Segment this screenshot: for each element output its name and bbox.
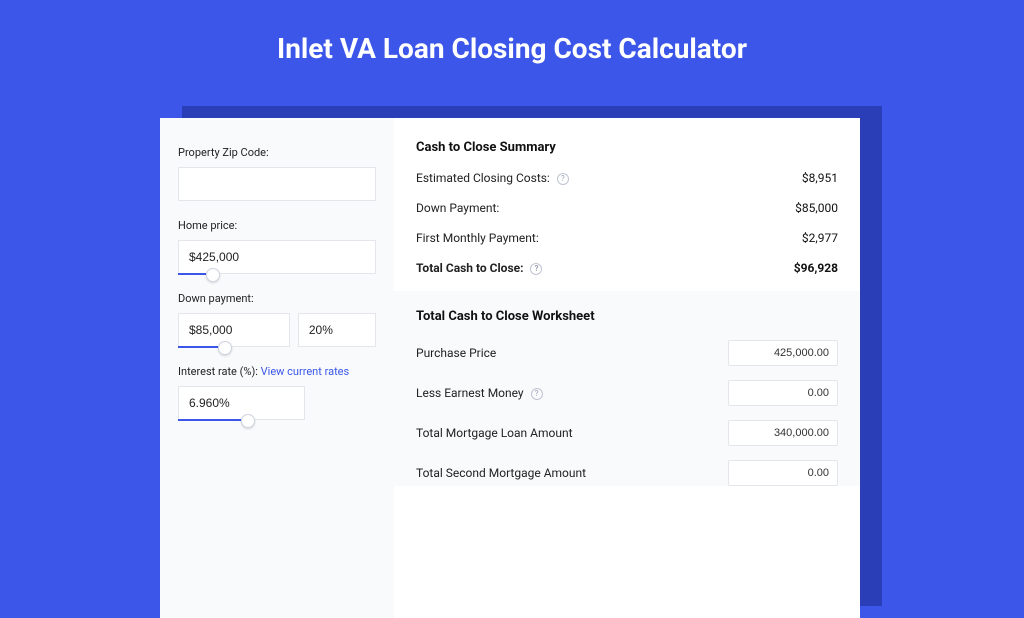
summary-row-total: Total Cash to Close: ? $96,928: [416, 261, 838, 275]
interest-slider[interactable]: [178, 386, 376, 420]
zip-input[interactable]: [178, 167, 376, 201]
worksheet-label: Total Mortgage Loan Amount: [416, 426, 573, 440]
summary-value: $2,977: [802, 231, 838, 245]
help-icon[interactable]: ?: [530, 263, 542, 275]
worksheet-label: Total Second Mortgage Amount: [416, 466, 586, 480]
slider-thumb-icon[interactable]: [241, 414, 255, 428]
page-title: Inlet VA Loan Closing Cost Calculator: [0, 0, 1024, 87]
worksheet-input[interactable]: [728, 420, 838, 446]
home-price-field-group: Home price:: [178, 219, 376, 274]
down-payment-pct-input[interactable]: [298, 313, 376, 347]
calculator-card: Property Zip Code: Home price: Down paym…: [160, 118, 860, 618]
interest-field-group: Interest rate (%): View current rates: [178, 365, 376, 420]
worksheet-label: Purchase Price: [416, 346, 496, 360]
help-icon[interactable]: ?: [531, 388, 543, 400]
worksheet-input[interactable]: [728, 380, 838, 406]
summary-total-label: Total Cash to Close:: [416, 261, 523, 275]
down-payment-label: Down payment:: [178, 292, 376, 305]
slider-thumb-icon[interactable]: [206, 268, 220, 282]
summary-label: First Monthly Payment:: [416, 231, 539, 245]
worksheet-row-purchase-price: Purchase Price: [416, 340, 838, 366]
worksheet-row-earnest-money: Less Earnest Money ?: [416, 380, 838, 406]
summary-total-value: $96,928: [794, 261, 838, 275]
worksheet-section: Total Cash to Close Worksheet Purchase P…: [394, 291, 860, 486]
worksheet-label: Less Earnest Money: [416, 386, 524, 400]
summary-value: $8,951: [802, 171, 838, 185]
summary-value: $85,000: [795, 201, 838, 215]
summary-row-closing-costs: Estimated Closing Costs: ? $8,951: [416, 171, 838, 185]
down-payment-amount-input[interactable]: [178, 313, 290, 347]
down-payment-field-group: Down payment:: [178, 292, 376, 347]
interest-label-text: Interest rate (%):: [178, 365, 261, 378]
view-rates-link[interactable]: View current rates: [261, 365, 350, 378]
worksheet-row-second-mortgage: Total Second Mortgage Amount: [416, 460, 838, 486]
home-price-label: Home price:: [178, 219, 376, 232]
zip-label: Property Zip Code:: [178, 146, 376, 159]
results-pane: Cash to Close Summary Estimated Closing …: [394, 118, 860, 618]
summary-row-first-monthly: First Monthly Payment: $2,977: [416, 231, 838, 245]
down-payment-slider[interactable]: [178, 313, 376, 347]
summary-row-down-payment: Down Payment: $85,000: [416, 201, 838, 215]
interest-input[interactable]: [178, 386, 305, 420]
worksheet-input[interactable]: [728, 340, 838, 366]
worksheet-input[interactable]: [728, 460, 838, 486]
worksheet-row-mortgage-amount: Total Mortgage Loan Amount: [416, 420, 838, 446]
worksheet-title: Total Cash to Close Worksheet: [416, 309, 838, 324]
inputs-pane: Property Zip Code: Home price: Down paym…: [160, 118, 394, 618]
home-price-slider[interactable]: [178, 240, 376, 274]
zip-field-group: Property Zip Code:: [178, 146, 376, 201]
interest-label: Interest rate (%): View current rates: [178, 365, 376, 378]
summary-title: Cash to Close Summary: [416, 140, 838, 155]
summary-label: Estimated Closing Costs:: [416, 171, 550, 185]
slider-thumb-icon[interactable]: [218, 341, 232, 355]
help-icon[interactable]: ?: [557, 173, 569, 185]
summary-label: Down Payment:: [416, 201, 499, 215]
